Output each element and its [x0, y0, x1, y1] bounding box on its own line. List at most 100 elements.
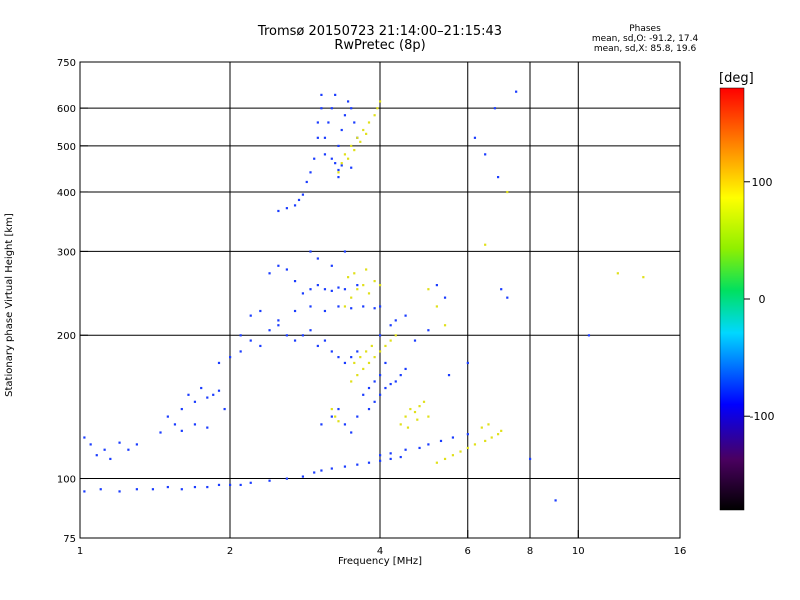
point-o — [301, 334, 305, 337]
point-o — [362, 305, 365, 308]
x-axis-label: Frequency [MHz] — [337, 556, 423, 567]
point-o — [135, 488, 138, 491]
point-o — [389, 382, 392, 386]
point-x — [346, 157, 350, 160]
point-o — [180, 407, 183, 411]
point-o — [173, 423, 177, 426]
point-o — [427, 329, 430, 332]
point-o — [330, 467, 333, 470]
point-x — [365, 268, 368, 271]
y-tick-label: 300 — [57, 247, 76, 258]
point-o — [330, 350, 333, 353]
point-x — [616, 272, 619, 275]
point-x — [373, 280, 376, 283]
point-o — [337, 356, 340, 359]
y-axis-ticks: 75 100 200 300 400 500 600 750 — [57, 58, 88, 545]
point-o — [313, 471, 316, 474]
point-o — [277, 324, 280, 327]
chart-subtitle: RwPretec (8p) — [334, 38, 426, 53]
point-o — [447, 374, 451, 377]
point-o — [277, 319, 280, 322]
point-o — [356, 463, 359, 466]
point-o — [277, 264, 280, 267]
point-o — [217, 389, 221, 392]
point-o — [466, 433, 469, 436]
point-o — [330, 157, 333, 160]
phase-stats-x: mean, sd,X: 85.8, 19.6 — [593, 44, 697, 54]
point-o — [151, 488, 155, 491]
point-o — [187, 393, 190, 396]
point-o — [239, 334, 242, 337]
point-o — [334, 162, 337, 165]
point-o — [313, 157, 316, 160]
point-o — [337, 305, 340, 308]
point-o — [350, 107, 353, 110]
point-o — [394, 380, 397, 383]
point-x — [384, 344, 387, 348]
point-o — [334, 93, 337, 96]
point-x — [379, 284, 382, 287]
point-o — [493, 107, 497, 110]
point-o — [323, 339, 327, 342]
point-x — [359, 140, 362, 143]
point-o — [309, 329, 312, 332]
point-x — [379, 350, 382, 353]
point-o — [118, 441, 121, 444]
point-x — [435, 305, 438, 308]
point-o — [323, 136, 327, 139]
point-x — [365, 350, 368, 353]
point-x — [330, 407, 333, 411]
point-o — [379, 454, 382, 457]
point-o — [206, 426, 209, 429]
point-x — [484, 243, 487, 246]
point-x — [379, 100, 382, 103]
point-o — [166, 415, 169, 418]
point-x — [356, 136, 359, 139]
point-o — [327, 121, 330, 124]
point-o — [285, 334, 288, 337]
point-o — [109, 457, 112, 461]
point-o — [373, 380, 376, 383]
point-o — [404, 314, 407, 317]
point-o — [285, 477, 288, 480]
point-x — [353, 361, 356, 365]
point-x — [343, 305, 347, 308]
point-x — [473, 443, 477, 446]
chart-title: Tromsø 20150723 21:14:00–21:15:43 — [257, 24, 503, 39]
point-x — [409, 407, 412, 411]
point-x — [346, 276, 350, 279]
point-x — [406, 426, 410, 429]
point-o — [259, 344, 262, 348]
colorbar-ticks: 100 0 -100 — [744, 176, 774, 423]
point-o — [249, 481, 252, 484]
y-tick-label: 400 — [57, 188, 76, 199]
point-o — [323, 309, 327, 313]
phase-stats-o: mean, sd,O: -91.2, 17.4 — [591, 34, 699, 44]
colorbar: [deg] — [719, 71, 754, 511]
point-o — [330, 289, 333, 292]
point-o — [343, 250, 347, 253]
point-x — [443, 457, 447, 461]
y-tick-label: 200 — [57, 331, 76, 342]
point-o — [484, 153, 487, 156]
point-o — [356, 415, 359, 418]
point-o — [379, 334, 382, 337]
point-o — [285, 207, 288, 210]
point-o — [223, 407, 226, 411]
point-o — [404, 367, 407, 371]
point-o — [500, 288, 503, 291]
point-x — [422, 400, 426, 403]
point-x — [337, 420, 340, 423]
point-o — [343, 423, 347, 426]
point-x — [427, 415, 430, 418]
point-x — [484, 439, 487, 443]
point-x — [340, 162, 343, 165]
point-x — [353, 272, 356, 275]
point-x — [350, 144, 353, 148]
colorbar-tick-label: -100 — [750, 410, 775, 423]
point-o — [389, 324, 392, 327]
point-o — [83, 490, 86, 493]
point-o — [212, 393, 215, 396]
point-o — [99, 488, 102, 491]
